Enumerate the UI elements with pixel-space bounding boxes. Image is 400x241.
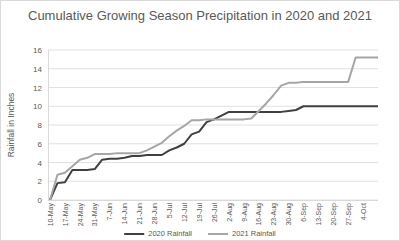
x-tick-label: 10-May (47, 203, 55, 227)
y-axis-line (48, 51, 49, 201)
y-tick: 10 (33, 102, 48, 111)
grid-line (48, 181, 378, 182)
y-tick: 2 (38, 177, 48, 186)
x-tick: 4-Oct (360, 200, 367, 220)
x-tick-label: 26-Jul (211, 203, 218, 223)
grid-line (48, 125, 378, 126)
y-tick-label: 2 (38, 177, 43, 186)
x-tick-label: 31-May (91, 203, 99, 227)
y-tick-label: 0 (38, 196, 43, 205)
y-tick: 16 (33, 46, 48, 55)
x-tick: 30-Aug (285, 200, 293, 226)
x-tick-label: 24-May (77, 203, 85, 227)
y-tick-label: 12 (33, 84, 42, 93)
x-tick: 31-May (91, 200, 99, 226)
y-tick-label: 10 (33, 102, 42, 111)
x-tick: 27-Sep (345, 200, 353, 226)
y-tick: 4 (38, 159, 48, 168)
y-tick-label: 6 (38, 140, 43, 149)
x-tick-label: 9-Aug (241, 203, 249, 222)
x-tick-label: 5-Jul (166, 203, 173, 219)
x-tick-label: 21-Jun (136, 203, 143, 225)
x-tick-label: 23-Aug (270, 203, 278, 226)
x-tick-label: 7-Jun (106, 203, 113, 221)
series-line (50, 58, 378, 201)
x-tick-label: 30-Aug (285, 203, 293, 226)
x-tick-label: 13-Sep (315, 203, 323, 226)
x-tick: 21-Jun (136, 200, 143, 224)
x-tick-label: 6-Sep (300, 203, 308, 222)
grid-line (48, 200, 378, 201)
y-tick: 8 (38, 121, 48, 130)
x-tick-label: 2-Aug (226, 203, 234, 222)
legend-swatch (124, 233, 144, 235)
x-tick-label: 4-Oct (360, 203, 367, 220)
grid (48, 50, 378, 200)
title: Cumulative Growing Season Precipitation … (28, 8, 372, 23)
y-axis-title: Rainfall in Inches (6, 93, 16, 158)
grid-line (48, 50, 378, 51)
grid-line (48, 162, 378, 163)
x-tick: 2-Aug (226, 200, 234, 222)
y-tick-label: 14 (33, 65, 42, 74)
x-tick: 20-Sep (330, 200, 338, 226)
x-axis-line (48, 200, 378, 201)
lines (50, 58, 378, 201)
y-tick-label: 4 (38, 159, 43, 168)
y-tick: 14 (33, 65, 48, 74)
y-tick-label: 8 (38, 121, 43, 130)
x-tick: 23-Aug (270, 200, 278, 226)
x-tick: 26-Jul (211, 200, 218, 222)
x-tick: 6-Sep (300, 200, 308, 222)
x-tick: 9-Aug (241, 200, 249, 222)
x-tick-label: 17-May (62, 203, 70, 227)
y-tick-label: 16 (33, 46, 42, 55)
x-tick: 13-Sep (315, 200, 323, 226)
legend-label: 2020 Rainfall (148, 229, 192, 238)
x-tick: 17-May (62, 200, 70, 226)
x-tick: 24-May (77, 200, 85, 226)
x-tick: 19-Jul (196, 200, 203, 222)
chart-border (1, 1, 400, 241)
x-tick-label: 12-Jul (181, 203, 188, 223)
legend-item: 2020 Rainfall (124, 229, 192, 238)
legend-label: 2021 Rainfall (232, 229, 276, 238)
x-tick-label: 16-Aug (255, 203, 263, 226)
x-tick: 12-Jul (181, 200, 188, 222)
x-tick: 10-May (47, 200, 55, 226)
legend-item: 2021 Rainfall (208, 229, 276, 238)
y-axis: 0 2 4 6 8 10 12 14 16 (33, 46, 48, 205)
legend: 2020 Rainfall 2021 Rainfall (124, 229, 276, 238)
x-tick-label: 27-Sep (345, 203, 353, 226)
grid-line (48, 68, 378, 69)
x-tick-label: 19-Jul (196, 203, 203, 223)
y-tick: 12 (33, 84, 48, 93)
x-tick: 5-Jul (166, 200, 173, 218)
grid-line (48, 143, 378, 144)
x-tick-label: 20-Sep (330, 203, 338, 226)
x-tick: 28-Jun (151, 200, 158, 224)
y-tick: 6 (38, 140, 48, 149)
x-tick: 14-Jun (121, 200, 128, 224)
chart: Cumulative Growing Season Precipitation … (0, 0, 400, 241)
x-tick: 16-Aug (255, 200, 263, 226)
x-axis: 10-May 17-May 24-May 31-May 7-Jun 14-Jun 21-Ju… (47, 200, 378, 226)
x-tick-label: 14-Jun (121, 203, 128, 225)
x-tick: 7-Jun (106, 200, 113, 221)
x-tick-label: 28-Jun (151, 203, 158, 225)
grid-line (48, 87, 378, 88)
legend-swatch (208, 233, 228, 235)
